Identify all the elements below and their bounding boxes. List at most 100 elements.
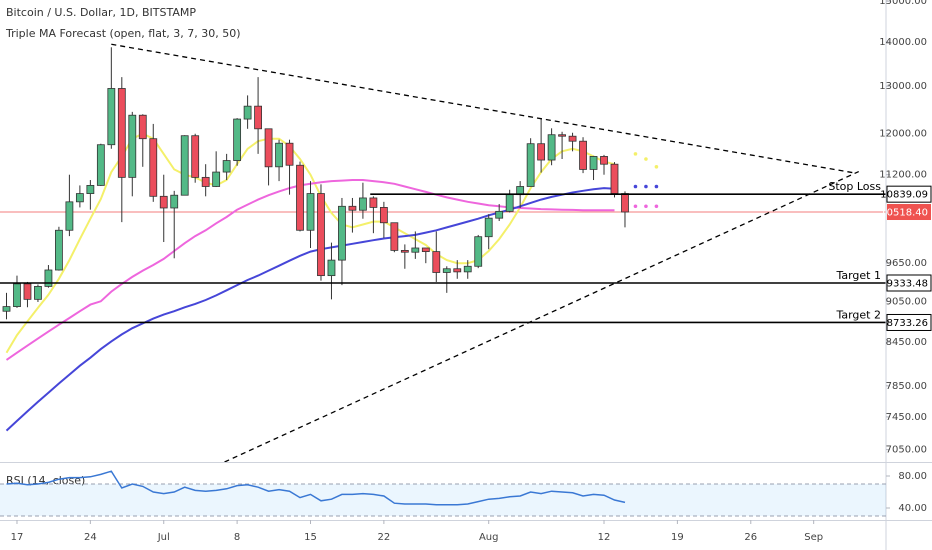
candle-body — [96, 144, 105, 186]
y-tick-label: 13000.00 — [879, 81, 927, 92]
candle-body — [348, 205, 357, 211]
candle-body — [65, 201, 74, 231]
x-tick-label: 19 — [671, 532, 684, 543]
candle-body — [453, 268, 462, 273]
level-label: Stop Loss — [828, 180, 881, 193]
forecast-dot — [633, 152, 638, 156]
candle-body — [222, 160, 231, 173]
candle-body — [275, 142, 283, 168]
candle-body — [212, 171, 221, 187]
candle-body — [264, 128, 273, 168]
candle-body — [34, 286, 42, 300]
candle-body — [547, 134, 556, 161]
candle-body — [359, 197, 367, 211]
y-tick-label: 9650.00 — [886, 258, 927, 269]
level-value: 8733.26 — [887, 318, 928, 329]
x-tick-label: 26 — [744, 532, 757, 543]
candle-body — [558, 134, 566, 137]
y-tick-label: 15000.00 — [879, 0, 927, 7]
x-tick-label: 17 — [11, 532, 24, 543]
candle-body — [306, 193, 315, 231]
candle-body — [13, 283, 21, 307]
candle-body — [107, 88, 116, 146]
price-value-box — [887, 204, 931, 221]
candle-body — [180, 135, 189, 196]
candle-body — [149, 138, 158, 197]
candle-body — [191, 135, 200, 178]
forecast-dot — [644, 157, 648, 161]
y-tick-label: 7450.00 — [886, 412, 927, 423]
candle-body — [537, 143, 546, 161]
rsi-tick-label: 40.00 — [898, 503, 927, 514]
candle-body — [621, 193, 629, 213]
price-value: 10518.40 — [880, 208, 928, 219]
candle-body — [568, 135, 577, 142]
candle-body — [285, 142, 294, 166]
candle-body — [463, 265, 472, 273]
candle-body — [243, 105, 252, 120]
y-tick-label: 7850.00 — [886, 381, 927, 392]
candle-body — [23, 283, 32, 300]
candle-body — [400, 249, 409, 253]
candle-body — [526, 143, 535, 187]
x-tick-label: Sep — [804, 532, 823, 543]
y-tick-label: 9050.00 — [886, 296, 927, 307]
x-tick-label: 22 — [378, 532, 391, 543]
candle-body — [495, 210, 504, 219]
candle-body — [474, 236, 483, 267]
candle-body — [421, 247, 430, 253]
forecast-dot — [644, 184, 648, 189]
candle-body — [138, 114, 147, 140]
level-value: 9333.48 — [887, 278, 928, 289]
candle-body — [117, 88, 126, 178]
level-value-box — [886, 185, 932, 203]
level-label: Target 1 — [835, 269, 881, 282]
candle-body — [2, 306, 11, 312]
y-tick-label: 12000.00 — [879, 129, 927, 140]
level-value: 10839.09 — [880, 190, 928, 201]
y-tick-label: 14000.00 — [879, 37, 927, 48]
candle-body — [484, 217, 493, 238]
candle-body — [55, 229, 63, 271]
x-tick-label: 15 — [304, 532, 317, 543]
rsi-band — [0, 484, 886, 516]
candle-body — [505, 194, 514, 212]
candle-body — [600, 156, 608, 165]
candle-body — [44, 269, 53, 287]
rsi-tick-label: 80.00 — [898, 471, 927, 482]
candle-body — [86, 185, 95, 194]
candle-body — [327, 259, 336, 277]
candle-body — [579, 140, 587, 170]
moving-average — [5, 132, 615, 354]
x-tick-label: Aug — [479, 532, 499, 543]
price-pane — [0, 43, 886, 463]
chart-title: Bitcoin / U.S. Dollar, 1D, BITSTAMP — [6, 6, 196, 19]
indicator-title: Triple MA Forecast (open, flat, 3, 7, 30… — [5, 27, 241, 40]
candle-body — [296, 164, 304, 231]
y-tick-label: 11200.00 — [879, 170, 927, 181]
candle-body — [411, 247, 420, 253]
candle-body — [338, 205, 346, 261]
level-value-box — [886, 313, 932, 331]
candle-body — [128, 114, 137, 178]
forecast-dot — [654, 204, 659, 209]
forecast-dot — [633, 204, 638, 209]
candle-body — [610, 163, 619, 194]
forecast-dot — [654, 165, 659, 169]
candle-body — [170, 194, 179, 209]
y-tick-label: 8450.00 — [886, 337, 927, 348]
x-tick-label: Jul — [157, 532, 170, 543]
candle-body — [442, 268, 451, 273]
y-tick-label: 7050.00 — [886, 445, 927, 456]
rsi-line — [6, 470, 626, 506]
candle-body — [159, 195, 168, 209]
forecast-dot — [644, 204, 648, 209]
x-tick-label: 24 — [84, 532, 97, 543]
level-value-box — [886, 274, 932, 292]
forecast-dot — [633, 184, 638, 189]
x-tick-label: 12 — [598, 532, 611, 543]
candle-body — [254, 105, 262, 130]
